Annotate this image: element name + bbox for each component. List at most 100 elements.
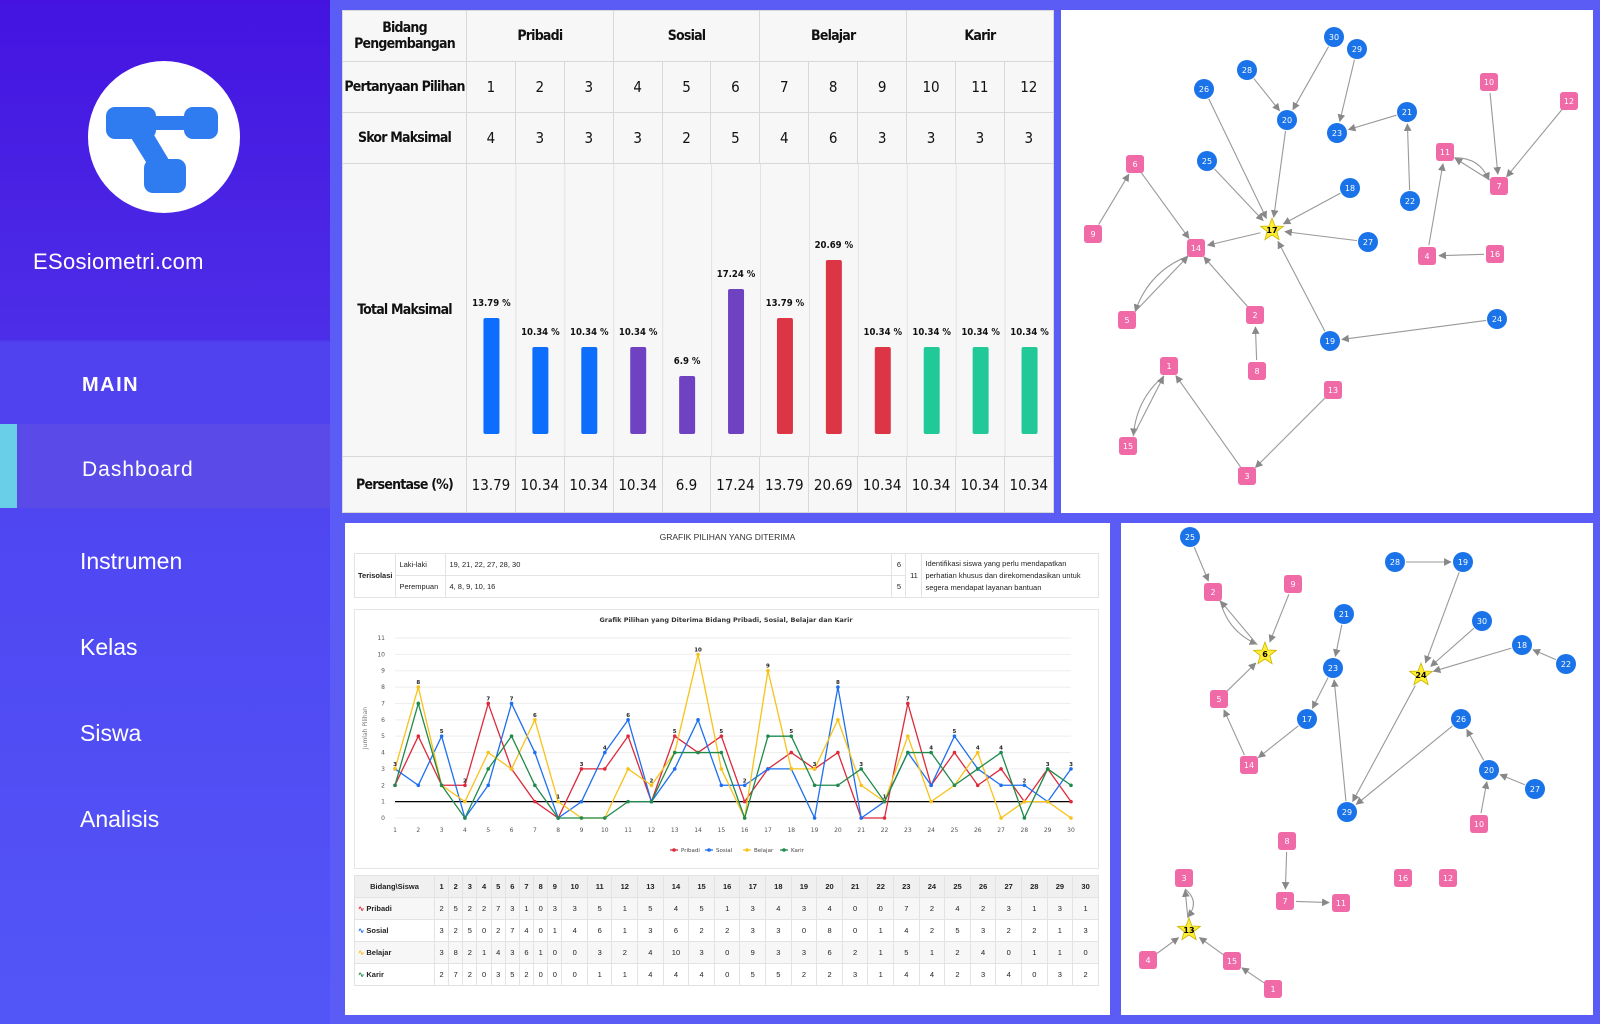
cell-karir-12: 1 [611, 963, 639, 986]
siswa-30: 30 [1072, 875, 1099, 898]
cell-pribadi-19: 3 [790, 897, 818, 920]
percent-7: 13.79 [759, 456, 810, 513]
point-belajar-27 [999, 816, 1003, 820]
node-label-29: 29 [1342, 808, 1352, 817]
nav-item-siswa[interactable]: Siswa [80, 720, 142, 746]
grafik-panel: GRAFIK PILIHAN YANG DITERIMA Terisolasi … [345, 523, 1110, 1015]
point-karir-24 [929, 750, 933, 755]
x-tick-label: 20 [834, 827, 842, 834]
cell-sosial-28: 2 [1020, 919, 1048, 942]
score-panel: Bidang Pengembangan Pribadi Sosial Belaj… [342, 10, 1054, 513]
x-tick-label: 25 [951, 827, 959, 834]
data-label: 6 [626, 713, 630, 719]
cell-sosial-7: 4 [518, 919, 535, 942]
point-pribadi-18 [789, 750, 794, 755]
siswa-3: 3 [462, 875, 478, 898]
point-karir-11 [626, 799, 630, 804]
point-belajar-1 [393, 767, 397, 771]
edge-15-13 [1198, 937, 1224, 956]
cell-pribadi-11: 5 [586, 897, 613, 920]
siswa-11: 11 [586, 875, 613, 898]
point-karir-28 [1022, 816, 1027, 820]
data-label: 7 [486, 696, 490, 702]
question-5: 5 [661, 61, 712, 113]
male-node-18 [1512, 635, 1532, 655]
data-label: 3 [813, 762, 817, 768]
point-belajar-6 [509, 767, 514, 771]
node-label-5: 5 [1216, 695, 1221, 704]
male-node-28 [1385, 552, 1405, 572]
data-label: 9 [766, 664, 770, 670]
percent-10: 10.34 [906, 456, 956, 513]
cell-pribadi-22: 0 [867, 897, 895, 920]
cell-pribadi-28: 1 [1020, 897, 1048, 920]
siswa-2: 2 [448, 875, 464, 898]
data-label: 6 [533, 713, 537, 719]
point-belajar-14 [696, 652, 700, 657]
point-belajar-23 [906, 734, 910, 738]
cell-sosial-30: 3 [1072, 919, 1099, 942]
point-belajar-12 [649, 783, 654, 788]
female-node-12 [1439, 869, 1457, 887]
point-pribadi-27 [999, 767, 1003, 771]
y-axis-label: Jumlah Pilihan [362, 707, 369, 750]
question-10: 10 [906, 61, 956, 113]
bar-label-3: 10.34 % [570, 327, 609, 338]
bar-4 [630, 347, 647, 434]
point-pribadi-20 [836, 750, 840, 755]
point-pribadi-11 [626, 734, 630, 738]
cell-pribadi-18: 4 [765, 897, 792, 920]
score-5: 2 [661, 112, 712, 164]
point-karir-30 [1069, 783, 1073, 788]
y-tick-label: 6 [381, 717, 385, 724]
row-sosial: ∿ Sosial [354, 919, 435, 942]
point-belajar-28 [1022, 799, 1027, 804]
node-label-25: 25 [1185, 533, 1195, 542]
network-logo-icon [106, 107, 218, 193]
logo[interactable] [88, 61, 240, 213]
bar-5 [679, 375, 696, 434]
nav-item-instrumen[interactable]: Instrumen [80, 548, 183, 574]
node-label-9: 9 [1290, 580, 1295, 589]
cell-pribadi-12: 1 [611, 897, 639, 920]
x-tick-label: 18 [787, 827, 795, 834]
series-line-pribadi [394, 701, 1072, 819]
cell-belajar-5: 4 [490, 941, 506, 964]
row-belajar: ∿ Belajar [354, 941, 435, 964]
female-node-1 [1160, 357, 1178, 375]
node-label-29: 29 [1352, 45, 1362, 54]
edge-7-11 [1295, 898, 1330, 907]
female-node-4 [1418, 247, 1436, 265]
edge-24-19 [1341, 319, 1487, 343]
edge-17-14 [1206, 232, 1261, 248]
nav-item-kelas[interactable]: Kelas [80, 634, 138, 660]
point-sosial-25 [952, 734, 957, 738]
group-sosial: Sosial [612, 10, 761, 62]
siswa-18: 18 [765, 875, 792, 898]
cell-belajar-7: 6 [518, 941, 535, 964]
male-node-22 [1556, 654, 1576, 674]
line-chart-icon: ∿ [358, 970, 367, 979]
siswa-27: 27 [995, 875, 1022, 898]
cell-sosial-3: 5 [462, 919, 478, 942]
nav-item-analisis[interactable]: Analisis [80, 806, 160, 832]
point-pribadi-10 [602, 767, 607, 771]
cell-pribadi-25: 4 [944, 897, 971, 920]
point-karir-27 [999, 750, 1003, 755]
point-karir-17 [766, 734, 770, 738]
node-label-21: 21 [1339, 610, 1349, 619]
cell-sosial-9: 1 [547, 919, 563, 942]
cell-sosial-11: 6 [586, 919, 613, 942]
y-tick-label: 11 [377, 635, 385, 642]
cell-pribadi-29: 3 [1046, 897, 1074, 920]
point-belajar-18 [789, 767, 794, 771]
x-tick-label: 19 [811, 827, 819, 834]
edge-30-20 [1292, 46, 1330, 111]
point-karir-13 [672, 750, 677, 755]
isolated-table: Terisolasi Laki-laki 19, 21, 22, 27, 28,… [353, 553, 1099, 598]
siswa-14: 14 [662, 875, 690, 898]
female-node-7 [1276, 892, 1294, 910]
nav-item-dashboard[interactable]: Dashboard [0, 424, 330, 508]
line-chart-icon: ∿ [358, 926, 367, 935]
note-line-3: segera mendapat layanan bantuan [925, 582, 1042, 592]
